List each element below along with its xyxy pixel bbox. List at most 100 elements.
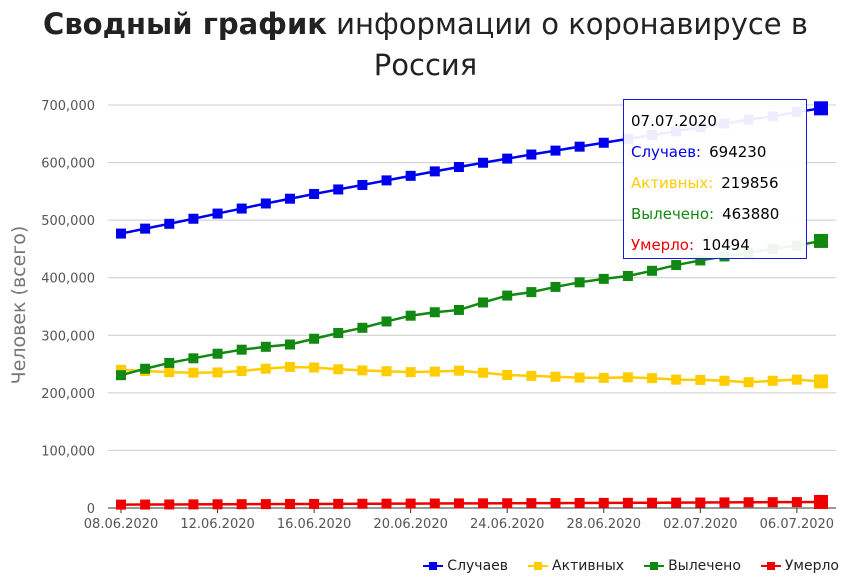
legend-label-active: Активных [552,558,625,574]
data-point [647,497,658,508]
data-tooltip: 07.07.2020 Случаев: 694230 Активных: 21985… [623,99,807,259]
x-tick-label: 20.06.2020 [373,517,447,532]
data-point [767,375,778,386]
data-point [333,498,344,509]
data-point [357,179,368,190]
x-tick-label: 08.06.2020 [84,517,158,532]
y-tick-label: 600,000 [41,157,95,172]
series-line [120,500,822,506]
data-point [333,184,344,195]
legend-item-deaths[interactable]: Умерло [760,558,839,574]
x-tick-label: 24.06.2020 [470,517,544,532]
data-point [671,260,682,271]
data-point [526,498,537,509]
data-point [429,366,440,377]
y-tick-label: 200,000 [41,387,95,402]
data-point [478,367,489,378]
legend: Случаев Активных Вылечено Умерло [423,556,839,576]
legend-item-recovered[interactable]: Вылечено [644,558,741,574]
legend-label-recovered: Вылечено [668,558,741,574]
data-point [309,362,320,373]
data-point [284,193,295,204]
data-point [550,281,561,292]
data-point [429,166,440,177]
data-point [550,371,561,382]
data-point [381,316,392,327]
data-point [429,307,440,318]
data-point [814,494,828,509]
data-point [140,363,151,374]
data-point [695,255,706,266]
data-point [260,499,271,510]
data-point [357,365,368,376]
chart-title-rest: информации о коронавирусе в Россия [326,7,808,82]
data-point [188,367,199,378]
tooltip-value-cases: 694230 [709,143,767,161]
data-point [333,364,344,375]
legend-item-active[interactable]: Активных [528,558,624,574]
data-point [381,366,392,377]
chart-title-bold: Сводный график [43,7,327,41]
tooltip-row-deaths: Умерло: 10494 [631,235,806,266]
data-point [574,497,585,508]
data-point [791,497,802,508]
legend-label-cases: Случаев [447,558,509,574]
data-point [381,498,392,509]
data-point [284,499,295,510]
data-point [188,353,199,364]
data-point [260,198,271,209]
data-point [814,101,828,116]
data-point [140,223,151,234]
data-point [309,188,320,199]
y-axis: 0 100,000 200,000 300,000 400,000 500,000 600,… [41,99,95,517]
tooltip-row-recovered: Вылечено: 463880 [631,204,806,235]
data-point [188,213,199,224]
data-point [478,297,489,308]
data-point [453,304,464,315]
data-point [647,265,658,276]
legend-item-cases[interactable]: Случаев [423,558,508,574]
data-point [574,372,585,383]
tooltip-row-active: Активных: 219856 [631,173,806,204]
data-point [212,499,223,510]
legend-swatch-deaths-icon [760,561,781,571]
data-point [236,499,247,510]
y-tick-label: 700,000 [41,99,95,114]
data-point [260,363,271,374]
data-point [405,310,416,321]
data-point [236,365,247,376]
data-point [478,498,489,509]
chart-title: Сводный график информации о коронавирусе… [0,4,851,86]
data-point [622,270,633,281]
y-tick-label: 0 [87,502,95,517]
y-tick-label: 400,000 [41,272,95,287]
data-point [550,145,561,156]
data-point [814,374,828,389]
data-point [212,208,223,219]
tooltip-label-recovered: Вылечено: [631,205,715,223]
y-axis-label: Человек (всего) [8,226,30,385]
data-point [502,290,513,301]
data-point [164,357,175,368]
data-point [743,497,754,508]
tooltip-label-deaths: Умерло: [631,236,695,254]
data-point [502,370,513,381]
data-point [236,203,247,214]
data-point [526,149,537,160]
data-point [333,327,344,338]
data-point [453,365,464,376]
data-point [284,339,295,350]
data-point [116,228,126,239]
data-point [671,374,682,385]
data-point [550,498,561,509]
data-point [743,377,754,388]
data-point [719,497,730,508]
data-point [598,372,609,383]
data-point [357,498,368,509]
data-point [622,372,633,383]
x-tick-label: 02.07.2020 [663,517,737,532]
data-point [116,364,126,375]
tooltip-label-active: Активных: [631,174,714,192]
data-point [453,498,464,509]
